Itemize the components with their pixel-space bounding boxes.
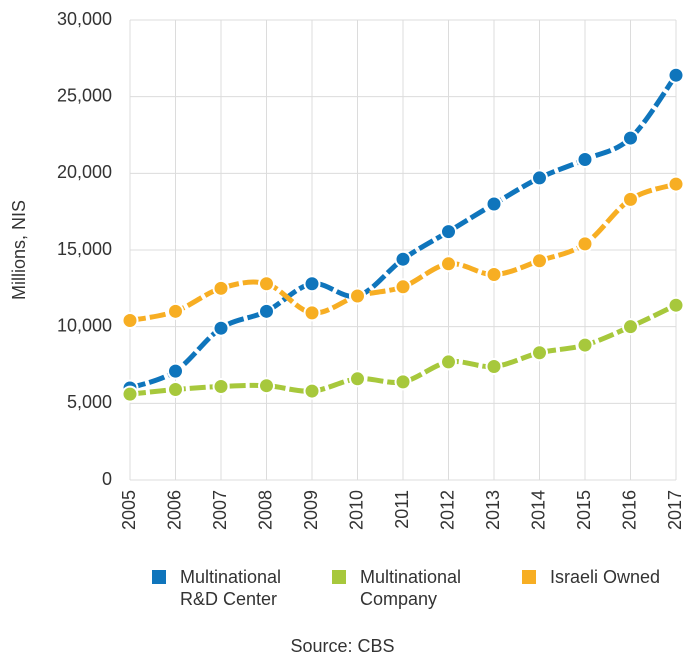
x-tick-label: 2005	[119, 490, 139, 530]
x-tick-label: 2009	[301, 490, 321, 530]
point	[667, 66, 685, 84]
legend-item: Multinational Company	[332, 566, 485, 610]
y-tick-label: 0	[102, 469, 112, 489]
point	[440, 353, 457, 371]
legend-swatch	[522, 570, 536, 584]
point	[485, 358, 503, 376]
point	[394, 250, 412, 268]
point	[258, 377, 275, 395]
x-tick-label: 2006	[164, 490, 184, 530]
point	[667, 296, 685, 314]
point	[167, 302, 184, 320]
point	[394, 373, 412, 391]
point	[303, 382, 321, 400]
x-tick-label: 2007	[210, 490, 230, 530]
point	[531, 252, 548, 270]
point	[440, 255, 457, 273]
y-tick-label: 15,000	[57, 239, 112, 259]
x-tick-label: 2010	[346, 490, 366, 530]
point	[258, 302, 275, 320]
point	[622, 318, 639, 336]
x-tick-label: 2012	[437, 490, 457, 530]
point	[212, 319, 230, 337]
legend-label: Multinational Company	[360, 567, 462, 609]
point	[576, 151, 594, 169]
x-tick-label: 2017	[665, 490, 685, 530]
x-tick-label: 2008	[255, 490, 275, 530]
point	[121, 385, 139, 403]
y-tick-label: 30,000	[57, 9, 112, 29]
point	[212, 279, 230, 297]
legend: Multinational R&D Center Multinational Co…	[0, 566, 685, 616]
x-tick-label: 2013	[483, 490, 503, 530]
point	[531, 344, 548, 362]
point	[667, 175, 685, 193]
legend-label: Multinational R&D Center	[180, 567, 282, 609]
point	[349, 370, 366, 388]
point	[440, 223, 457, 241]
y-tick-label: 5,000	[67, 392, 112, 412]
point	[167, 362, 184, 380]
point	[303, 304, 321, 322]
y-tick-label: 20,000	[57, 162, 112, 182]
point	[485, 266, 503, 284]
point	[212, 377, 230, 395]
y-axis-label: Millions, NIS	[9, 200, 29, 300]
y-tick-label: 25,000	[57, 85, 112, 105]
point	[576, 235, 594, 253]
point	[258, 275, 275, 293]
point	[303, 275, 321, 293]
legend-swatch	[152, 570, 166, 584]
legend-item: Multinational R&D Center	[152, 566, 305, 610]
point	[622, 129, 639, 147]
y-tick-label: 10,000	[57, 315, 112, 335]
legend-item: Israeli Owned	[522, 566, 675, 588]
point	[576, 336, 594, 354]
x-tick-label: 2014	[528, 490, 548, 530]
point	[121, 312, 139, 330]
point	[167, 381, 184, 399]
x-tick-label: 2011	[392, 490, 412, 529]
point	[622, 190, 639, 208]
chart: Millions, NIS 0 5,000 10,000 15,000 20,000 25…	[9, 9, 685, 530]
grid	[129, 19, 677, 481]
point	[531, 169, 548, 187]
legend-swatch	[332, 570, 346, 584]
point	[485, 195, 503, 213]
x-tick-label: 2015	[574, 490, 594, 530]
source-note: Source: CBS	[290, 636, 395, 656]
legend-label: Israeli Owned	[550, 567, 661, 587]
point	[394, 278, 412, 296]
point	[349, 287, 366, 305]
x-tick-label: 2016	[619, 490, 639, 530]
